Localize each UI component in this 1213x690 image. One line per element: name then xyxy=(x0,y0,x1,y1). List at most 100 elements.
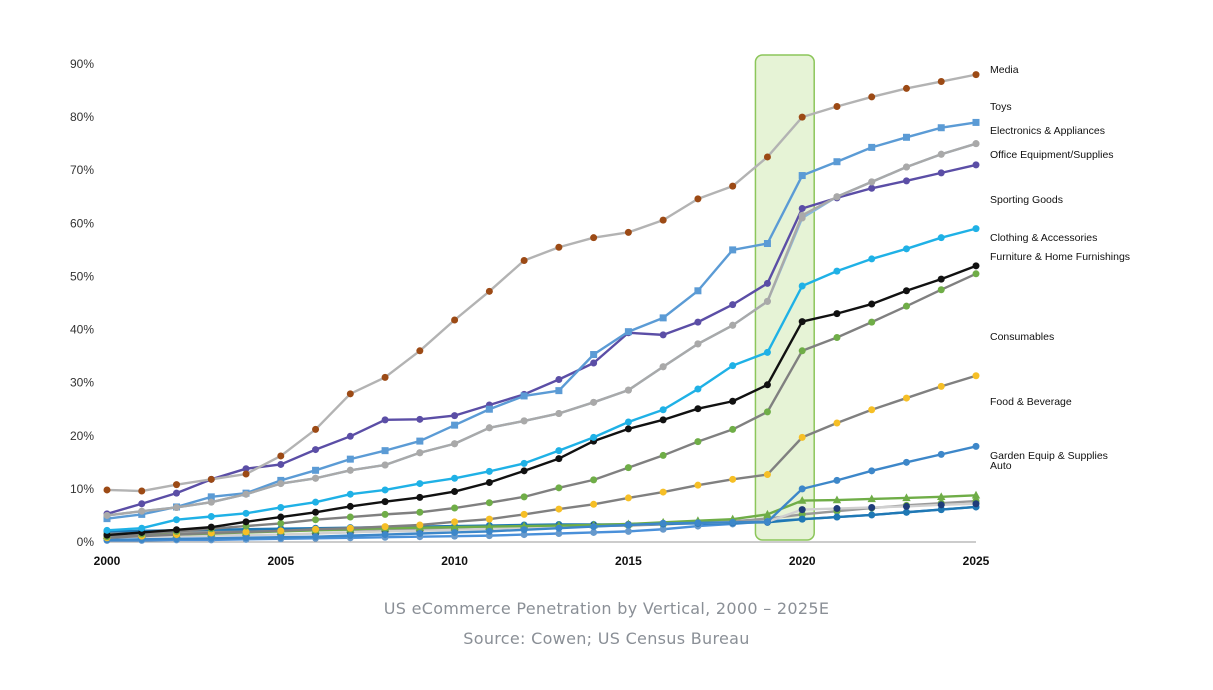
media-line xyxy=(106,73,977,493)
furniture-and-home-furnishings-point xyxy=(242,518,250,526)
toys-point xyxy=(207,498,215,506)
media-point xyxy=(763,153,771,161)
auto-point xyxy=(971,490,981,499)
furniture-and-home-furnishings-point xyxy=(763,381,771,389)
media-point xyxy=(485,287,493,295)
media-point xyxy=(555,243,563,251)
furniture-and-home-furnishings-point xyxy=(555,455,563,463)
auto-point xyxy=(485,522,494,530)
furniture-and-home-furnishings-point xyxy=(833,310,841,318)
x-tick-label: 2010 xyxy=(441,554,468,568)
auto-point xyxy=(832,495,842,504)
series-label-electronics-and-appliances: Electronics & Appliances xyxy=(990,125,1105,137)
clothing-and-accessories-point xyxy=(520,459,528,467)
series-consumables xyxy=(103,270,980,541)
toys-point xyxy=(485,424,493,432)
consumables-point xyxy=(555,484,563,492)
series-label-office-equipment-supplies: Office Equipment/Supplies xyxy=(990,149,1114,161)
furniture-and-home-furnishings-point xyxy=(416,493,424,501)
series-11-point xyxy=(868,503,876,511)
sporting-goods-point xyxy=(416,415,424,423)
garden-equip-and-supplies-point xyxy=(694,519,702,527)
electronics-and-appliances-line xyxy=(106,121,977,520)
consumables-point xyxy=(798,347,806,355)
consumables-point xyxy=(277,519,285,527)
y-tick-label: 80% xyxy=(70,110,94,124)
media-point xyxy=(833,102,841,110)
electronics-and-appliances-point xyxy=(451,421,459,429)
sporting-goods-point xyxy=(242,465,250,473)
axes: 0% 10% 20% 30% 40% 50% 60% 70% 80% 90% 2000 2005 201… xyxy=(70,57,990,568)
sporting-goods-point xyxy=(694,318,702,326)
sporting-goods-point xyxy=(902,177,910,185)
series-lines xyxy=(102,71,981,544)
consumables-point xyxy=(590,476,598,484)
furniture-and-home-furnishings-point xyxy=(485,479,493,487)
clothing-and-accessories-line xyxy=(106,227,977,532)
clothing-and-accessories-point xyxy=(381,486,389,494)
electronics-and-appliances-point xyxy=(763,240,771,248)
toys-point xyxy=(937,150,945,158)
series-label-sporting-goods: Sporting Goods xyxy=(990,194,1063,206)
sporting-goods-point xyxy=(590,359,598,367)
electronics-and-appliances-point xyxy=(694,287,702,295)
highlight-2019-2020-box xyxy=(754,54,815,541)
sporting-goods-point xyxy=(729,301,737,309)
media-point xyxy=(937,78,945,86)
highlight-layer xyxy=(754,54,815,541)
furniture-and-home-furnishings-point xyxy=(346,502,354,510)
garden-equip-and-supplies-point xyxy=(381,531,389,539)
series-label-media: Media xyxy=(990,64,1019,76)
food-and-beverage-point xyxy=(277,527,285,535)
furniture-and-home-furnishings-point xyxy=(798,318,806,326)
media-point xyxy=(972,71,980,79)
garden-equip-and-supplies-point xyxy=(555,524,563,532)
series-11-point xyxy=(902,502,910,510)
auto-point xyxy=(763,509,772,518)
clothing-and-accessories-point xyxy=(173,516,181,524)
furniture-and-home-furnishings-point xyxy=(207,523,215,531)
series-label-furniture-and-home-furnishings: Furniture & Home Furnishings xyxy=(990,251,1130,263)
clothing-and-accessories-point xyxy=(659,406,667,414)
garden-equip-and-supplies-point xyxy=(242,534,250,542)
x-tick-label: 2000 xyxy=(94,554,121,568)
garden-equip-and-supplies-point xyxy=(902,458,910,466)
electronics-and-appliances-point xyxy=(346,455,354,463)
electronics-and-appliances-point xyxy=(555,387,563,395)
clothing-and-accessories-point xyxy=(902,245,910,253)
consumables-point xyxy=(729,425,737,433)
sporting-goods-line xyxy=(106,163,977,516)
media-point xyxy=(242,470,250,478)
toys-line xyxy=(106,142,977,517)
sporting-goods-point xyxy=(346,432,354,440)
series-12-point xyxy=(798,515,806,523)
electronics-and-appliances-point xyxy=(868,143,876,151)
food-and-beverage-point xyxy=(729,475,737,483)
garden-equip-and-supplies-point xyxy=(624,521,632,529)
sporting-goods-point xyxy=(173,489,181,497)
toys-point xyxy=(381,461,389,469)
food-and-beverage-point xyxy=(590,500,598,508)
clothing-and-accessories-point xyxy=(555,447,563,455)
electronics-and-appliances-point xyxy=(937,124,945,132)
series-label-consumables: Consumables xyxy=(990,331,1054,343)
series-11-line xyxy=(106,502,977,539)
furniture-and-home-furnishings-point xyxy=(312,508,320,516)
consumables-point xyxy=(451,504,459,512)
media-point xyxy=(173,481,181,489)
consumables-point xyxy=(624,464,632,472)
series-11-point xyxy=(937,501,945,509)
electronics-and-appliances-point xyxy=(416,437,424,445)
media-point xyxy=(103,486,111,494)
toys-point xyxy=(694,340,702,348)
y-tick-label: 60% xyxy=(70,216,94,230)
media-point xyxy=(868,93,876,101)
media-point xyxy=(520,257,528,265)
series-11-point xyxy=(798,506,806,514)
food-and-beverage-point xyxy=(416,521,424,529)
food-and-beverage-point xyxy=(520,510,528,518)
x-tick-label: 2005 xyxy=(267,554,294,568)
consumables-point xyxy=(520,493,528,501)
toys-point xyxy=(590,398,598,406)
series-12-point xyxy=(833,513,841,521)
